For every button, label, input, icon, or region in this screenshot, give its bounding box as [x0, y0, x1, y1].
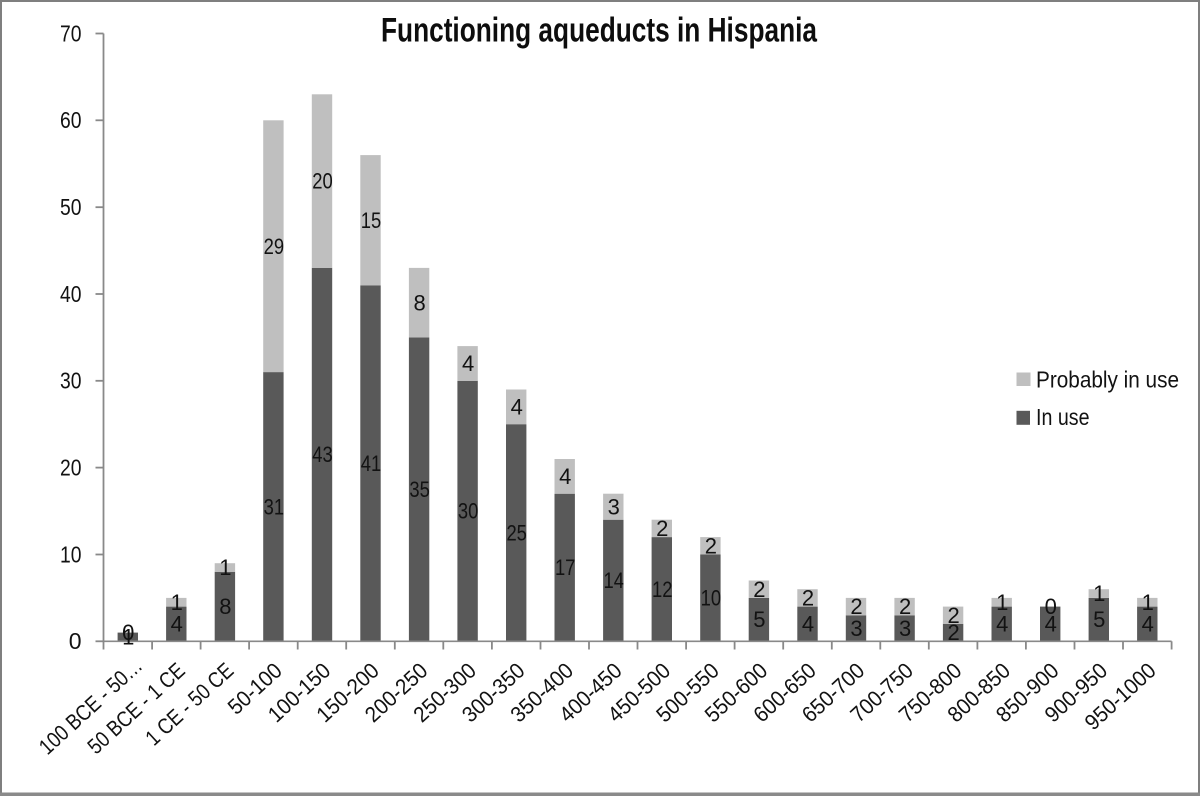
svg-text:1: 1: [219, 555, 231, 580]
svg-text:50: 50: [60, 194, 82, 220]
svg-text:5: 5: [1093, 607, 1105, 632]
svg-text:70: 70: [60, 20, 82, 46]
svg-text:43: 43: [312, 442, 333, 467]
svg-text:60: 60: [60, 107, 82, 133]
svg-text:35: 35: [409, 477, 430, 502]
svg-text:40: 40: [60, 281, 82, 307]
svg-text:2: 2: [947, 603, 959, 628]
svg-text:0: 0: [122, 620, 134, 645]
svg-text:2: 2: [705, 533, 717, 558]
svg-text:20: 20: [312, 169, 333, 194]
svg-text:2: 2: [656, 516, 668, 541]
svg-text:12: 12: [652, 577, 673, 602]
svg-text:Functioning aqueducts in Hispa: Functioning aqueducts in Hispania: [381, 11, 818, 49]
svg-text:4: 4: [1142, 612, 1154, 637]
svg-text:2: 2: [802, 586, 814, 611]
svg-text:3: 3: [608, 494, 620, 519]
svg-text:4: 4: [996, 612, 1008, 637]
svg-text:3: 3: [850, 616, 862, 641]
svg-text:4: 4: [802, 612, 814, 637]
svg-text:In use: In use: [1036, 404, 1090, 430]
svg-text:1: 1: [1093, 581, 1105, 606]
svg-text:Probably in use: Probably in use: [1036, 367, 1179, 393]
svg-text:2: 2: [899, 594, 911, 619]
svg-text:2: 2: [947, 620, 959, 645]
svg-text:1: 1: [122, 625, 134, 650]
svg-text:25: 25: [506, 520, 527, 545]
svg-text:0: 0: [69, 628, 82, 654]
svg-text:30: 30: [60, 368, 82, 394]
svg-text:2: 2: [753, 577, 765, 602]
svg-text:1: 1: [171, 590, 183, 615]
svg-text:1: 1: [996, 590, 1008, 615]
svg-text:2: 2: [850, 594, 862, 619]
svg-text:8: 8: [219, 594, 231, 619]
svg-text:10: 10: [60, 541, 82, 567]
svg-text:4: 4: [171, 612, 183, 637]
svg-text:15: 15: [361, 208, 382, 233]
svg-text:14: 14: [604, 568, 625, 593]
svg-text:4: 4: [462, 351, 474, 376]
svg-text:3: 3: [899, 616, 911, 641]
svg-text:8: 8: [413, 290, 425, 315]
svg-text:0: 0: [1045, 594, 1057, 619]
svg-text:4: 4: [511, 395, 523, 420]
svg-text:1: 1: [1142, 590, 1154, 615]
svg-text:4: 4: [1045, 612, 1057, 637]
svg-text:20: 20: [60, 455, 82, 481]
svg-text:30: 30: [458, 499, 479, 524]
svg-text:10: 10: [701, 586, 722, 611]
svg-text:17: 17: [555, 555, 576, 580]
svg-text:4: 4: [559, 464, 571, 489]
svg-text:29: 29: [264, 234, 285, 259]
svg-text:5: 5: [753, 607, 765, 632]
svg-text:41: 41: [361, 451, 382, 476]
svg-text:31: 31: [264, 494, 285, 519]
